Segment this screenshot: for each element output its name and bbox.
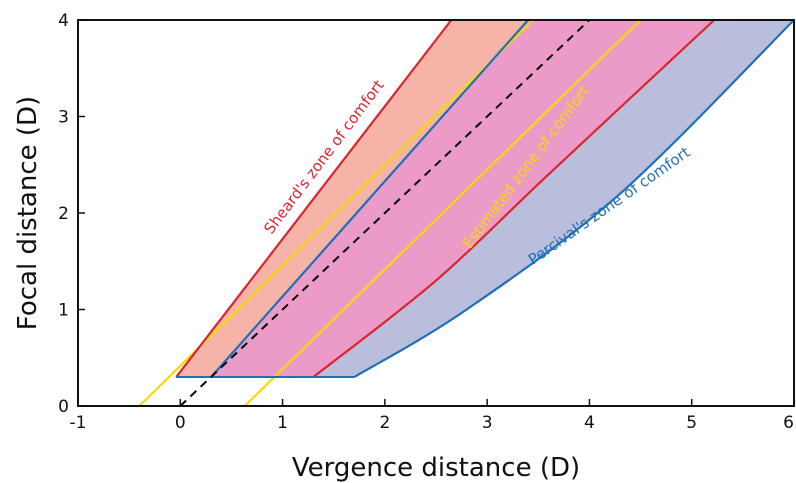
y-tick-label: 0 bbox=[58, 397, 69, 417]
zone-fills bbox=[176, 20, 794, 378]
x-tick-label: 4 bbox=[584, 413, 595, 433]
x-tick-label: -1 bbox=[70, 413, 87, 433]
percival-zone-fill bbox=[313, 20, 794, 378]
estimated-far-line bbox=[243, 19, 642, 407]
x-tick-label: 0 bbox=[175, 413, 186, 433]
zone-lines bbox=[138, 19, 795, 407]
x-tick-label: 5 bbox=[686, 413, 697, 433]
percival-near-line bbox=[210, 19, 529, 378]
x-tick-label: 1 bbox=[277, 413, 288, 433]
y-axis-title: Focal distance (D) bbox=[13, 96, 43, 330]
sheard-far-line bbox=[312, 19, 715, 378]
y-tick-label: 1 bbox=[58, 301, 69, 321]
y-tick-label: 4 bbox=[58, 11, 69, 31]
percival-far-line bbox=[353, 19, 795, 379]
overlap-zone-fill bbox=[211, 20, 715, 378]
y-tick-label: 3 bbox=[58, 108, 69, 128]
x-tick-label: 3 bbox=[482, 413, 493, 433]
sheard-near-line bbox=[175, 19, 453, 378]
y-tick-label: 2 bbox=[58, 204, 69, 224]
x-axis-title: Vergence distance (D) bbox=[292, 453, 580, 483]
x-tick-label: 6 bbox=[783, 413, 794, 433]
x-tick-label: 2 bbox=[379, 413, 390, 433]
identity-line bbox=[179, 19, 591, 407]
